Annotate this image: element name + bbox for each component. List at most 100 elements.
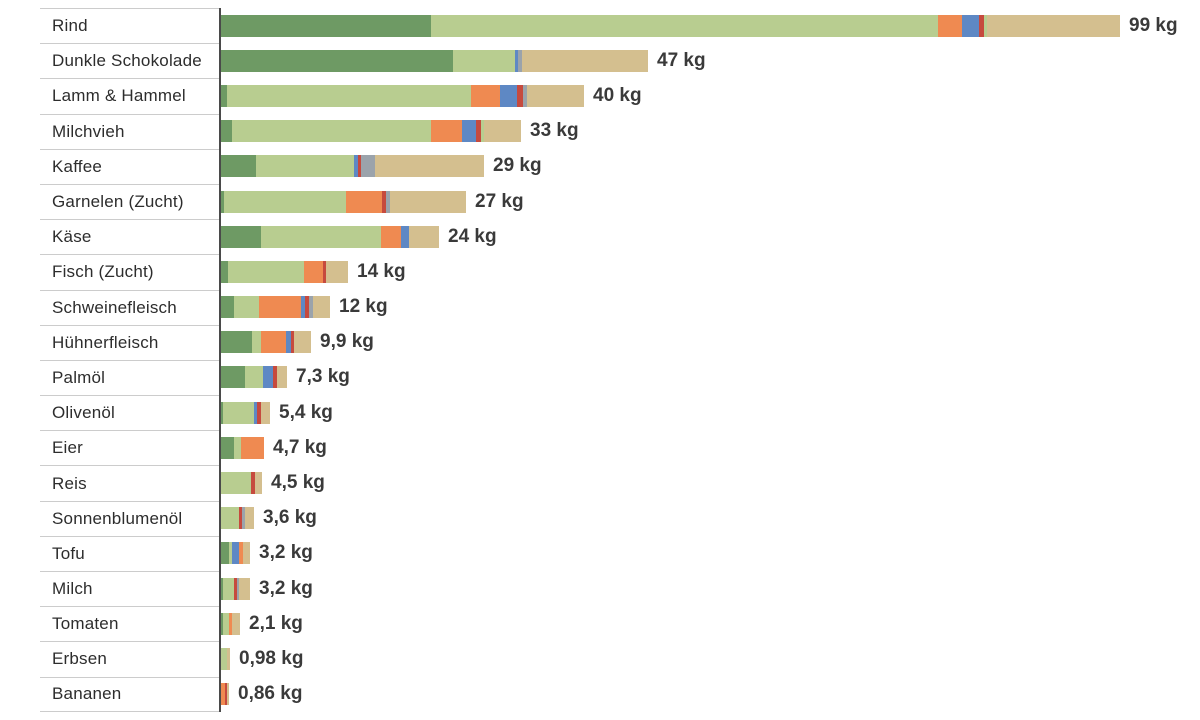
bar-area: 4,5 kg — [221, 465, 1200, 500]
stacked-bar — [221, 260, 348, 283]
value-label: 14 kg — [357, 260, 406, 282]
bar-segment-gray — [386, 190, 390, 213]
chart-row: Hühnerfleisch 9,9 kg — [0, 324, 1200, 360]
bar-segment-dark_green — [221, 260, 228, 283]
chart-row: Reis 4,5 kg — [0, 465, 1200, 500]
bar-segment-dark_green — [221, 225, 261, 248]
bar-segment-blue — [515, 49, 518, 72]
bar-segment-tan — [277, 366, 287, 389]
bar-area: 9,9 kg — [221, 325, 1200, 360]
bar-area: 5,4 kg — [221, 395, 1200, 430]
bar-segment-blue — [500, 84, 517, 107]
bar-segment-gray — [309, 296, 313, 319]
chart-row: Garnelen (Zucht) 27 kg — [0, 183, 1200, 219]
bar-segment-light_green — [431, 14, 938, 37]
stacked-bar — [221, 436, 264, 459]
value-label: 24 kg — [448, 225, 497, 247]
value-label: 7,3 kg — [296, 366, 350, 388]
chart-row: Eier 4,7 kg — [0, 430, 1200, 465]
bar-area: 3,6 kg — [221, 501, 1200, 536]
bar-segment-gray — [242, 507, 245, 530]
chart-row: Milch 3,2 kg — [0, 571, 1200, 606]
bar-segment-light_green — [252, 331, 261, 354]
bar-segment-blue — [462, 120, 476, 143]
category-label: Milch — [40, 571, 219, 606]
bar-segment-dark_green — [221, 401, 223, 424]
category-label: Rind — [40, 8, 219, 43]
stacked-bar — [221, 577, 250, 600]
bar-segment-light_green — [227, 84, 471, 107]
bar-segment-gray — [518, 49, 522, 72]
bar-segment-dark_green — [221, 331, 252, 354]
bar-segment-blue — [301, 296, 305, 319]
bar-segment-orange — [261, 331, 286, 354]
chart-row: Fisch (Zucht) 14 kg — [0, 254, 1200, 289]
value-label: 47 kg — [657, 49, 706, 71]
bar-segment-red — [251, 472, 255, 495]
bar-segment-gray — [237, 577, 239, 600]
bar-segment-tan — [522, 49, 648, 72]
bar-segment-tan — [239, 577, 250, 600]
bar-segment-light_green — [256, 155, 354, 178]
bar-segment-light_green — [229, 542, 232, 565]
bar-area: 2,1 kg — [221, 606, 1200, 641]
bar-area: 0,86 kg — [221, 677, 1200, 712]
category-label: Palmöl — [40, 359, 219, 395]
value-label: 4,5 kg — [271, 472, 325, 494]
bar-segment-tan — [987, 14, 1120, 37]
bar-segment-orange — [229, 612, 232, 635]
bar-segment-blue — [263, 366, 273, 389]
chart-row: Palmöl 7,3 kg — [0, 359, 1200, 395]
bar-segment-tan — [232, 612, 240, 635]
bar-segment-red — [291, 331, 294, 354]
bar-segment-tan — [390, 190, 466, 213]
bar-area: 27 kg — [221, 184, 1200, 219]
chart-rows: Rind 99 kg Dunkle Schokolade 47 kg Lamm … — [0, 8, 1200, 712]
category-label: Hühnerfleisch — [40, 324, 219, 360]
bar-area: 24 kg — [221, 219, 1200, 254]
bar-segment-dark_green — [221, 612, 223, 635]
bar-segment-light_green — [232, 120, 431, 143]
bar-area: 29 kg — [221, 149, 1200, 184]
bar-segment-red — [273, 366, 277, 389]
chart-row: Dunkle Schokolade 47 kg — [0, 43, 1200, 78]
bar-segment-light_green — [224, 190, 346, 213]
value-label: 2,1 kg — [249, 612, 303, 634]
category-label: Erbsen — [40, 641, 219, 676]
bar-segment-dark_green — [221, 84, 227, 107]
bar-segment-tan — [527, 84, 584, 107]
bar-segment-light_green — [984, 14, 987, 37]
bar-segment-dark_green — [221, 49, 453, 72]
bar-area: 0,98 kg — [221, 641, 1200, 676]
bar-area: 3,2 kg — [221, 571, 1200, 606]
chart-row: Sonnenblumenöl 3,6 kg — [0, 500, 1200, 536]
bar-area: 14 kg — [221, 254, 1200, 289]
category-label: Lamm & Hammel — [40, 78, 219, 113]
bar-area: 3,2 kg — [221, 536, 1200, 571]
category-label: Käse — [40, 219, 219, 254]
stacked-bar — [221, 542, 250, 565]
stacked-bar — [221, 612, 240, 635]
bar-segment-light_green — [453, 49, 515, 72]
bar-segment-tan — [375, 155, 484, 178]
bar-segment-red — [979, 14, 984, 37]
category-label: Eier — [40, 430, 219, 465]
bar-segment-dark_green — [221, 366, 245, 389]
stacked-bar — [221, 155, 484, 178]
chart-row: Olivenöl 5,4 kg — [0, 395, 1200, 430]
chart-row: Lamm & Hammel 40 kg — [0, 78, 1200, 113]
bar-segment-dark_green — [221, 190, 224, 213]
stacked-bar — [221, 472, 262, 495]
chart-row: Milchvieh 33 kg — [0, 113, 1200, 149]
bar-segment-light_green — [221, 507, 239, 530]
category-label: Kaffee — [40, 148, 219, 184]
bar-segment-tan — [326, 260, 348, 283]
bar-segment-orange — [346, 190, 382, 213]
bar-segment-red — [476, 120, 481, 143]
bar-segment-dark_green — [221, 155, 256, 178]
value-label: 3,2 kg — [259, 577, 313, 599]
value-label: 3,6 kg — [263, 507, 317, 529]
stacked-bar — [221, 331, 311, 354]
bar-segment-orange — [381, 225, 401, 248]
category-label: Dunkle Schokolade — [40, 43, 219, 78]
